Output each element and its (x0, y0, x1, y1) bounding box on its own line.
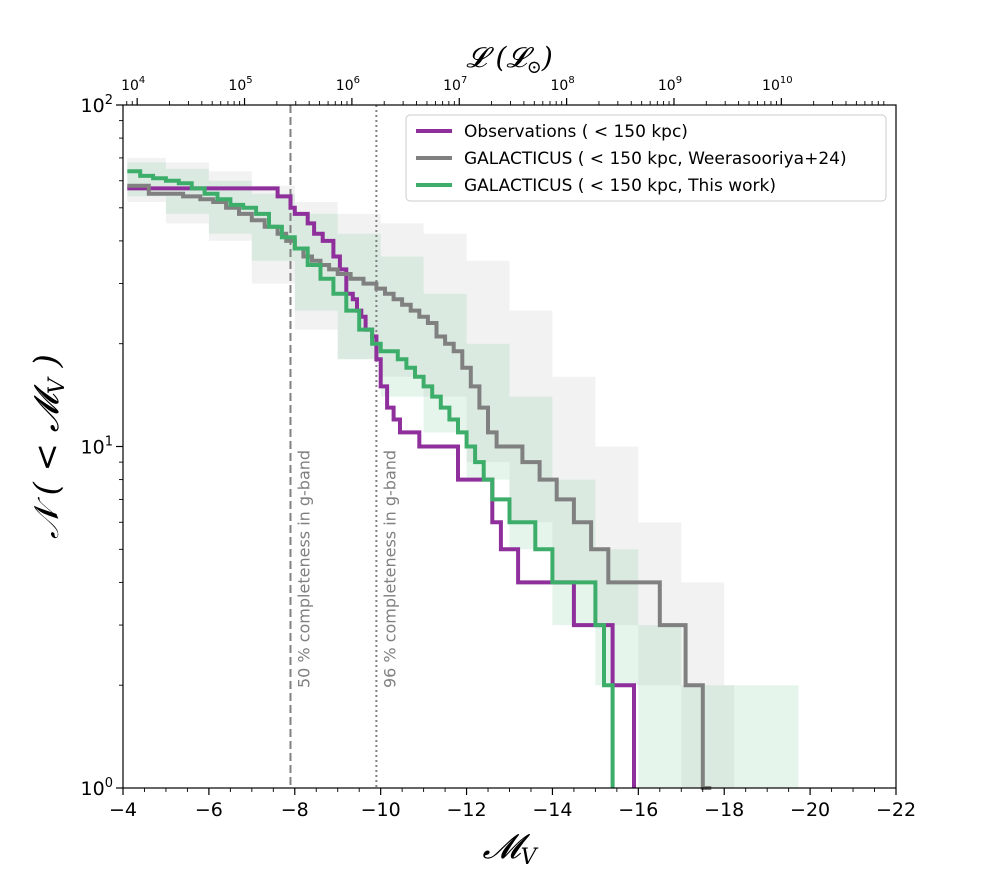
band-0 (127, 157, 735, 788)
legend-label: Observations ( < 150 kpc) (464, 122, 688, 142)
x-tick-label: −12 (447, 799, 487, 821)
top-tick-label: 1010 (762, 75, 793, 94)
completeness-lines: 50 % completeness in g-band 96 % complete… (289, 105, 399, 788)
x-axis-title: 𝓜V (483, 827, 539, 870)
legend-label: GALACTICUS ( < 150 kpc, This work) (464, 176, 776, 196)
x-tick-label: −22 (876, 799, 916, 821)
x-tick-label: −8 (281, 799, 309, 821)
top-tick-label: 107 (443, 75, 467, 94)
top-tick-label: 106 (336, 75, 360, 94)
x-axis-ticks: −4 −6 −8 −10 −12 −14 −16 −18 −20 −22 (109, 788, 916, 821)
y-tick-label: 101 (81, 435, 113, 459)
legend-label: GALACTICUS ( < 150 kpc, Weerasooriya+24) (464, 149, 847, 169)
x-tick-label: −18 (704, 799, 744, 821)
y-tick-label: 102 (81, 93, 113, 117)
y-axis-ticks: 100 101 102 (81, 93, 123, 800)
legend: Observations ( < 150 kpc) GALACTICUS ( < … (405, 114, 887, 202)
completeness-label-1: 96 % completeness in g-band (380, 450, 399, 688)
band-1 (127, 162, 799, 788)
x-tick-label: −14 (532, 799, 572, 821)
legend-box (405, 114, 887, 202)
top-tick-label: 109 (658, 75, 682, 94)
top-tick-label: 104 (121, 75, 145, 94)
confidence-bands (127, 157, 799, 788)
y-axis-title: 𝒩 ( < 𝓜V ) (27, 354, 70, 539)
x-tick-label: −4 (109, 799, 137, 821)
series-line-1 (127, 183, 712, 790)
top-axis-title: 𝓛 (𝓛⊙) (466, 41, 553, 78)
completeness-label-0: 50 % completeness in g-band (294, 450, 313, 688)
x-tick-label: −16 (618, 799, 658, 821)
x-tick-label: −20 (790, 799, 830, 821)
top-tick-label: 108 (551, 75, 575, 94)
series-line-2 (127, 169, 615, 788)
x-tick-label: −10 (361, 799, 401, 821)
x-tick-label: −6 (195, 799, 223, 821)
top-axis-ticks: 104 105 106 107 108 109 1010 (121, 75, 885, 105)
data-series (127, 169, 712, 790)
y-tick-label: 100 (81, 776, 113, 800)
top-tick-label: 105 (228, 75, 252, 94)
